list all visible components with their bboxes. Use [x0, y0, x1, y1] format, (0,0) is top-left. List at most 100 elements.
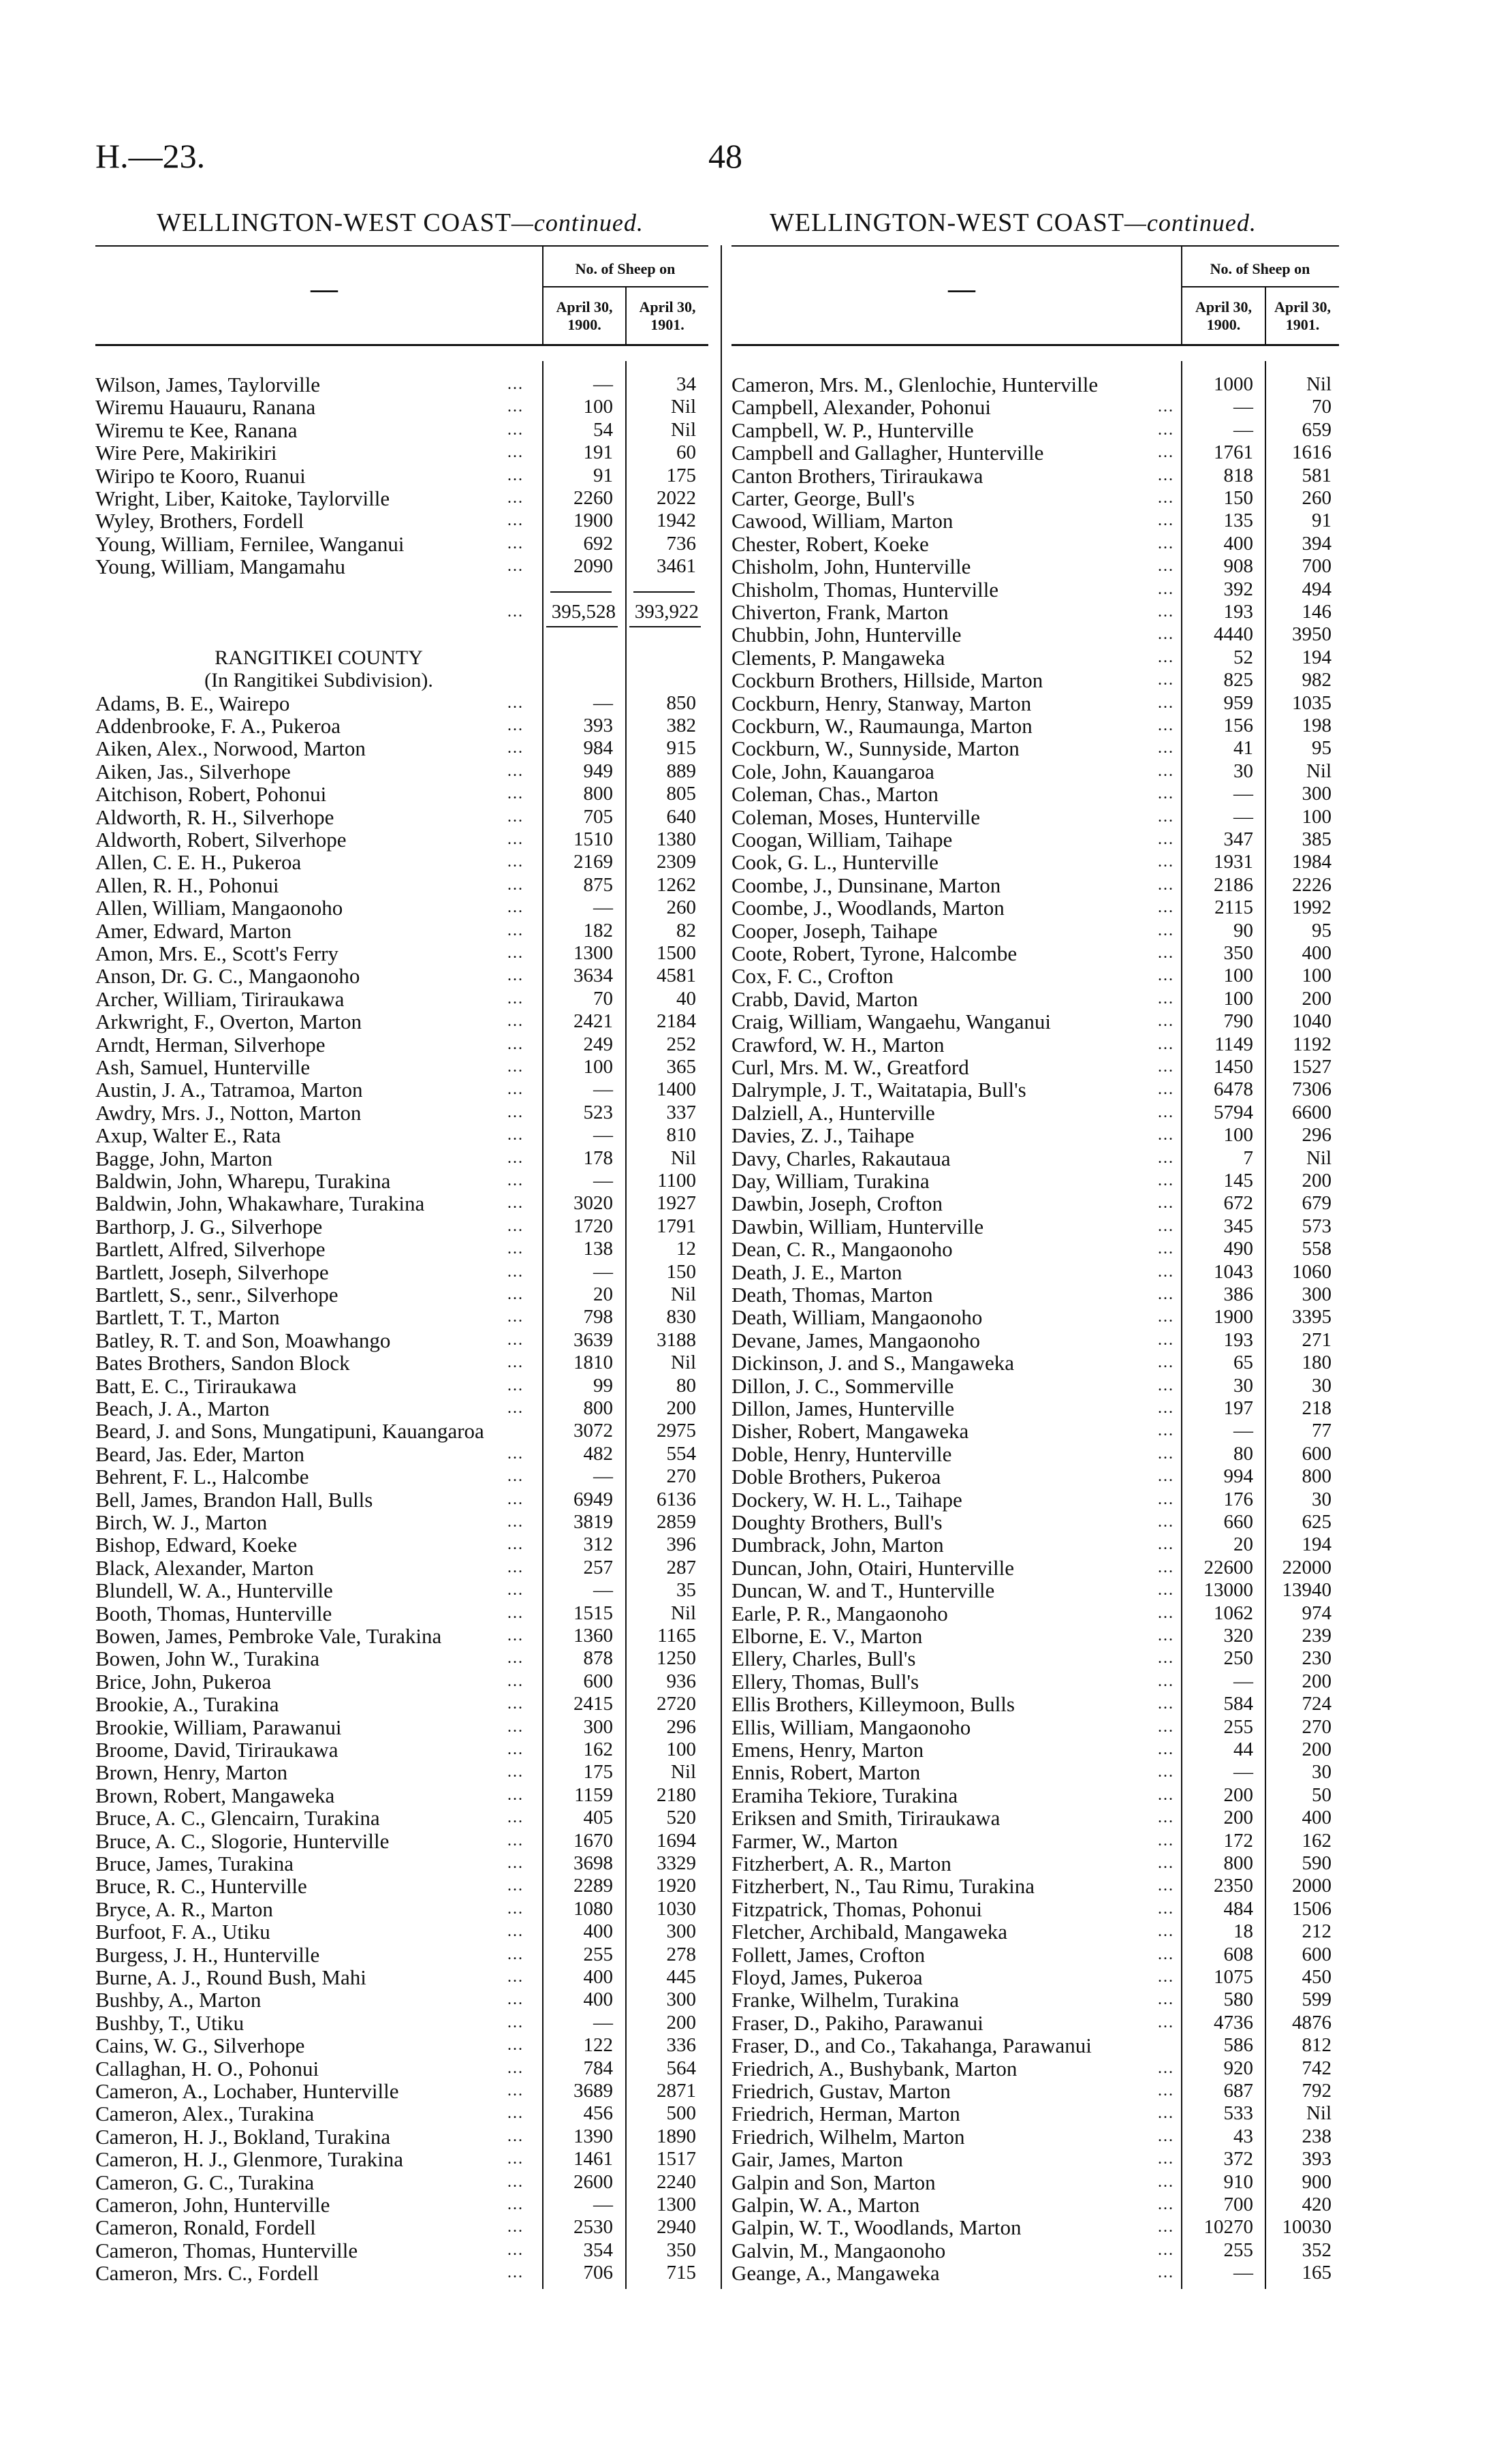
sheep-1900: — — [1233, 805, 1253, 828]
owner-name: Amon, Mrs. E., Scott's Ferry — [95, 941, 338, 965]
sheep-1900: 193 — [1223, 1328, 1254, 1351]
table-row: Campbell, W. P., Hunterville... — 659 — [731, 419, 1339, 441]
leader-dots: ... — [507, 1149, 524, 1167]
sheep-1901: 337 — [666, 1101, 697, 1123]
sheep-1900: 30 — [1233, 1374, 1253, 1397]
sheep-1901: 625 — [1302, 1511, 1332, 1533]
owner-name: Coleman, Chas., Marton — [731, 782, 939, 807]
sheep-1900: 586 — [1223, 2034, 1254, 2057]
sheep-1900: 1450 — [1214, 1056, 1253, 1078]
sheep-1901: 1616 — [1292, 441, 1332, 464]
leader-dots: ... — [1158, 1831, 1174, 1850]
owner-name: Cameron, Thomas, Hunterville — [95, 2238, 358, 2262]
sheep-1901: 2184 — [657, 1010, 696, 1033]
sheep-1901: 10030 — [1282, 2216, 1332, 2239]
sheep-1900: 825 — [1223, 669, 1254, 691]
leader-dots: ... — [1158, 580, 1174, 598]
leader-dots: ... — [1158, 739, 1174, 758]
sheep-1901: 162 — [1302, 1829, 1332, 1852]
table-row: Batt, E. C., Tiriraukawa... 99 80 — [95, 1375, 708, 1397]
sheep-1901: 1380 — [657, 828, 696, 850]
sheep-1900: 672 — [1223, 1192, 1254, 1215]
sheep-1900: — — [593, 1170, 613, 1191]
leader-dots: ... — [1158, 853, 1174, 871]
table-row: Black, Alexander, Marton... 257 287 — [95, 1557, 708, 1579]
sheep-1900: 22600 — [1203, 1556, 1254, 1578]
sheep-1901: 382 — [666, 715, 697, 736]
table-row: Baldwin, John, Whakawhare, Turakina... 30… — [95, 1192, 708, 1215]
table-row: Friedrich, Wilhelm, Marton... 43 238 — [731, 2125, 1339, 2148]
owner-name: Bartlett, S., senr., Silverhope — [95, 1283, 338, 1307]
owner-name: Chubbin, John, Hunterville — [731, 623, 962, 647]
table-row: Cox, F. C., Crofton... 100 100 — [731, 965, 1339, 987]
owner-name: Aldworth, Robert, Silverhope — [95, 828, 347, 852]
table-row: Ellery, Charles, Bull's... 250 230 — [731, 1647, 1339, 1670]
table-row: Brown, Henry, Marton... 175 Nil — [95, 1761, 708, 1783]
sheep-1900: 100 — [583, 1056, 614, 1078]
leader-dots: ... — [507, 1717, 524, 1736]
leader-dots: ... — [507, 899, 524, 917]
sheep-1900: 3698 — [573, 1852, 613, 1874]
owner-name: Blundell, W. A., Hunterville — [95, 1578, 333, 1603]
column-divider — [1181, 361, 1182, 2289]
owner-name: Friedrich, Wilhelm, Marton — [731, 2124, 965, 2149]
leader-dots: ... — [1158, 1012, 1174, 1031]
leader-dots: ... — [1158, 762, 1174, 780]
sheep-1901: 3950 — [1292, 623, 1332, 646]
sheep-1901: 445 — [666, 1966, 697, 1988]
owner-name: Burfoot, F. A., Utiku — [95, 1920, 270, 1944]
owner-name: Axup, Walter E., Rata — [95, 1123, 281, 1148]
leader-dots: ... — [507, 1262, 524, 1281]
owner-name: Baldwin, John, Wharepu, Turakina — [95, 1169, 391, 1193]
sheep-1901: 270 — [666, 1465, 697, 1488]
table-row: Cameron, H. J., Bokland, Turakina... 1390… — [95, 2125, 708, 2148]
sheep-1901: 146 — [1302, 601, 1332, 623]
table-row: Austin, J. A., Tatramoa, Marton... — 1400 — [95, 1078, 708, 1101]
owner-name: Dawbin, Joseph, Crofton — [731, 1191, 943, 1216]
sheep-1900: 347 — [1223, 828, 1254, 850]
leader-dots: ... — [507, 694, 524, 712]
sheep-1901: 573 — [1302, 1215, 1332, 1237]
table-row: Aiken, Alex., Norwood, Marton... 984 915 — [95, 737, 708, 760]
sheep-1901: 1791 — [657, 1215, 696, 1237]
sheep-1901: 736 — [666, 532, 697, 555]
owner-name: Campbell and Gallagher, Hunterville — [731, 441, 1044, 465]
leader-dots: ... — [1158, 2241, 1174, 2259]
sheep-1900: 54 — [593, 418, 613, 441]
sheep-1900: 162 — [583, 1739, 614, 1760]
sheep-1901: 640 — [666, 805, 697, 828]
sheep-1901: 581 — [1302, 464, 1332, 486]
leader-dots: ... — [1158, 1649, 1174, 1668]
sheep-1901: 271 — [1302, 1328, 1332, 1351]
table-row: Allen, C. E. H., Pukeroa... 2169 2309 — [95, 851, 708, 873]
sheep-1900: 150 — [1223, 487, 1254, 509]
owner-name: Emens, Henry, Marton — [731, 1738, 924, 1762]
leader-dots: ... — [507, 853, 524, 871]
document-reference: H.—23. — [95, 137, 206, 175]
sheep-1900: 65 — [1233, 1352, 1253, 1374]
sheep-1901: 2720 — [657, 1693, 696, 1715]
leader-dots: ... — [507, 1194, 524, 1213]
owner-name: Fitzpatrick, Thomas, Pohonui — [731, 1897, 982, 1921]
owner-name: Cockburn, W., Sunnyside, Marton — [731, 736, 1020, 761]
sheep-1900: 99 — [593, 1374, 613, 1397]
owner-name: Cameron, Mrs. C., Fordell — [95, 2261, 319, 2286]
owner-name: Doble, Henry, Hunterville — [731, 1442, 952, 1466]
leader-dots: ... — [507, 2241, 524, 2259]
table-row: Cameron, Mrs. C., Fordell... 706 715 — [95, 2262, 708, 2284]
sheep-1900: 300 — [583, 1715, 614, 1738]
table-row: Duncan, W. and T., Hunterville... 13000 13… — [731, 1579, 1339, 1602]
table-row: Davy, Charles, Rakautaua... 7 Nil — [731, 1147, 1339, 1170]
table-row: Follett, James, Crofton... 608 600 — [731, 1944, 1339, 1966]
leader-dots: ... — [1158, 1991, 1174, 2009]
sheep-1901: 200 — [1302, 987, 1332, 1010]
table-row: Farmer, W., Marton... 172 162 — [731, 1830, 1339, 1852]
sheep-1900: 250 — [1223, 1647, 1254, 1670]
table-row: Fraser, D., Pakiho, Parawanui... 4736 4876 — [731, 2012, 1339, 2034]
leader-dots: ... — [507, 1877, 524, 1895]
table-row: Aldworth, R. H., Silverhope... 705 640 — [95, 806, 708, 828]
leader-dots: ... — [1158, 967, 1174, 985]
owner-name: Crabb, David, Marton — [731, 986, 918, 1011]
sheep-1901: 4581 — [657, 965, 696, 987]
leader-dots: ... — [1158, 443, 1174, 462]
